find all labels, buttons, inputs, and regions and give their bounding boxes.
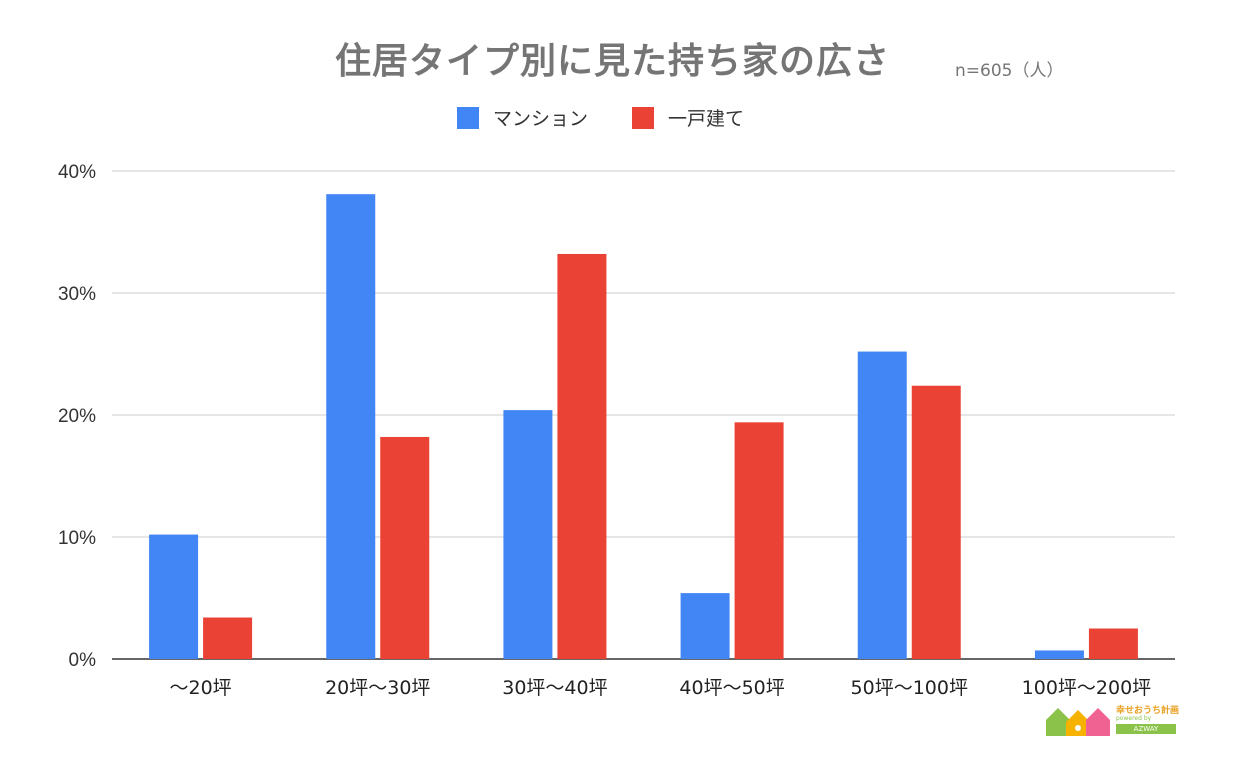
x-tick-label: 20坪〜30坪 — [325, 677, 430, 699]
legend-swatch-mansion — [457, 106, 479, 129]
y-tick-label: 30% — [58, 284, 96, 305]
bar — [734, 422, 784, 659]
x-tick-label: 30坪〜40坪 — [502, 677, 607, 699]
bar — [680, 593, 730, 659]
bar — [203, 617, 253, 659]
bar — [911, 385, 961, 659]
bar — [557, 253, 607, 659]
logo-brand: AZWAY — [1116, 724, 1176, 734]
logo-subtitle: powered by — [1116, 715, 1152, 722]
bar — [149, 534, 199, 659]
sample-size-note: n=605（人） — [955, 61, 1064, 81]
house-logo-icon — [1046, 708, 1110, 736]
x-tick-label: 100坪〜200坪 — [1022, 677, 1152, 699]
y-tick-label: 20% — [58, 406, 96, 427]
x-tick-label: 40坪〜50坪 — [679, 677, 784, 699]
chart-title: 住居タイプ別に見た持ち家の広さ — [335, 41, 891, 82]
legend-item-mansion: マンション — [457, 104, 588, 131]
x-tick-label: 〜20坪 — [169, 677, 231, 699]
logo-title: 幸せおうち計画 — [1116, 706, 1180, 716]
legend-label-house: 一戸建て — [668, 108, 745, 130]
bar — [1088, 628, 1138, 659]
x-tick-label: 50坪〜100坪 — [851, 677, 968, 699]
legend-swatch-house — [632, 106, 655, 129]
y-tick-label: 10% — [58, 528, 96, 549]
bar — [380, 436, 430, 659]
y-tick-label: 40% — [58, 162, 96, 183]
legend-label-mansion: マンション — [493, 108, 589, 130]
y-tick-label: 0% — [69, 650, 97, 671]
bar — [503, 410, 553, 659]
legend-item-house: 一戸建て — [632, 104, 744, 131]
bar — [1034, 650, 1084, 659]
bar — [326, 194, 376, 659]
bar — [857, 351, 907, 659]
legend: マンション 一戸建て — [457, 104, 744, 131]
